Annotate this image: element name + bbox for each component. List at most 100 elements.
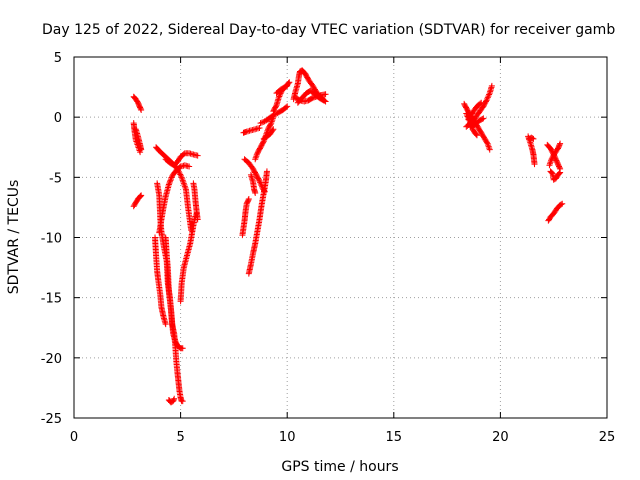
data-point (320, 97, 327, 104)
y-axis-label: SDTVAR / TECUs (6, 180, 22, 295)
data-point (177, 171, 184, 178)
data-point (138, 146, 145, 153)
y-tick-label: -10 (41, 232, 62, 247)
data-point (171, 395, 178, 402)
data-point (138, 106, 145, 113)
data-point (486, 146, 493, 153)
data-point (168, 175, 175, 182)
data-point (267, 121, 274, 128)
data-point (182, 184, 189, 191)
data-point (137, 105, 144, 112)
data-point (275, 94, 282, 101)
data-point (530, 135, 537, 142)
x-tick-label: 15 (386, 430, 403, 445)
data-point (271, 111, 278, 118)
data-point (529, 135, 536, 142)
data-point (137, 192, 144, 199)
data-point (482, 98, 489, 105)
data-point (194, 152, 201, 159)
data-point (483, 139, 490, 146)
data-point (181, 181, 188, 188)
data-point (257, 179, 264, 186)
data-point (531, 161, 538, 168)
data-point (486, 91, 493, 98)
data-point (557, 169, 564, 176)
data-point (285, 80, 292, 87)
data-point (252, 156, 259, 163)
data-point (485, 92, 492, 99)
data-point (180, 178, 187, 185)
data-point (269, 127, 276, 134)
data-point (263, 168, 270, 175)
data-point (546, 162, 553, 169)
data-point (484, 94, 491, 101)
chart-title: Day 125 of 2022, Sidereal Day-to-day VTE… (42, 22, 615, 38)
data-point (546, 160, 553, 167)
data-point (176, 170, 183, 177)
data-point (486, 145, 493, 152)
data-point (256, 177, 263, 184)
y-tick-label: -15 (41, 292, 62, 307)
data-point (556, 170, 563, 177)
data-point (260, 118, 267, 125)
data-point (260, 139, 267, 146)
data-point (559, 200, 566, 207)
y-tick-label: -25 (41, 412, 62, 427)
data-point (165, 181, 172, 188)
data-point (276, 93, 283, 100)
x-tick-label: 0 (70, 430, 78, 445)
data-point (186, 163, 193, 170)
data-point (162, 321, 169, 328)
data-point (179, 345, 186, 352)
data-point (137, 193, 144, 200)
data-point (473, 132, 480, 139)
data-point (166, 180, 173, 187)
axis-ticks: 0 5 10 15 20 25 5 0 -5 -10 -15 -20 -25 (41, 51, 616, 445)
data-point (557, 140, 564, 147)
data-point (322, 91, 329, 98)
data-point (283, 104, 290, 111)
data-point (166, 178, 173, 185)
data-point (479, 115, 486, 122)
data-point (556, 164, 563, 171)
data-point (252, 189, 259, 196)
data-point (463, 110, 470, 117)
x-tick-label: 25 (599, 430, 616, 445)
data-point (284, 82, 291, 89)
data-point (179, 398, 186, 405)
data-point (257, 120, 264, 127)
data-point (558, 201, 565, 208)
data-point (245, 195, 252, 202)
data-point (255, 176, 262, 183)
data-point (319, 96, 326, 103)
data-point (556, 141, 563, 148)
data-point (483, 97, 490, 104)
data-point (272, 103, 279, 110)
y-tick-label: -20 (41, 352, 62, 367)
data-point (258, 119, 265, 126)
data-point (484, 95, 491, 102)
x-tick-label: 20 (492, 430, 509, 445)
x-tick-label: 10 (279, 430, 296, 445)
data-point (477, 100, 484, 107)
data-point (286, 79, 293, 86)
data-point (194, 216, 201, 223)
x-axis-label: GPS time / hours (281, 459, 398, 475)
data-point (473, 131, 480, 138)
y-tick-label: -5 (49, 171, 62, 186)
data-point (256, 124, 263, 131)
data-point (488, 82, 495, 89)
data-point (478, 99, 485, 106)
x-tick-label: 5 (176, 430, 184, 445)
data-point (180, 180, 187, 187)
data-point (170, 396, 177, 403)
data-point (480, 115, 487, 122)
data-point (245, 197, 252, 204)
data-point (269, 112, 276, 119)
data-point (270, 126, 277, 133)
y-tick-label: 5 (54, 51, 62, 66)
data-point (181, 183, 188, 190)
data-point (273, 110, 280, 117)
